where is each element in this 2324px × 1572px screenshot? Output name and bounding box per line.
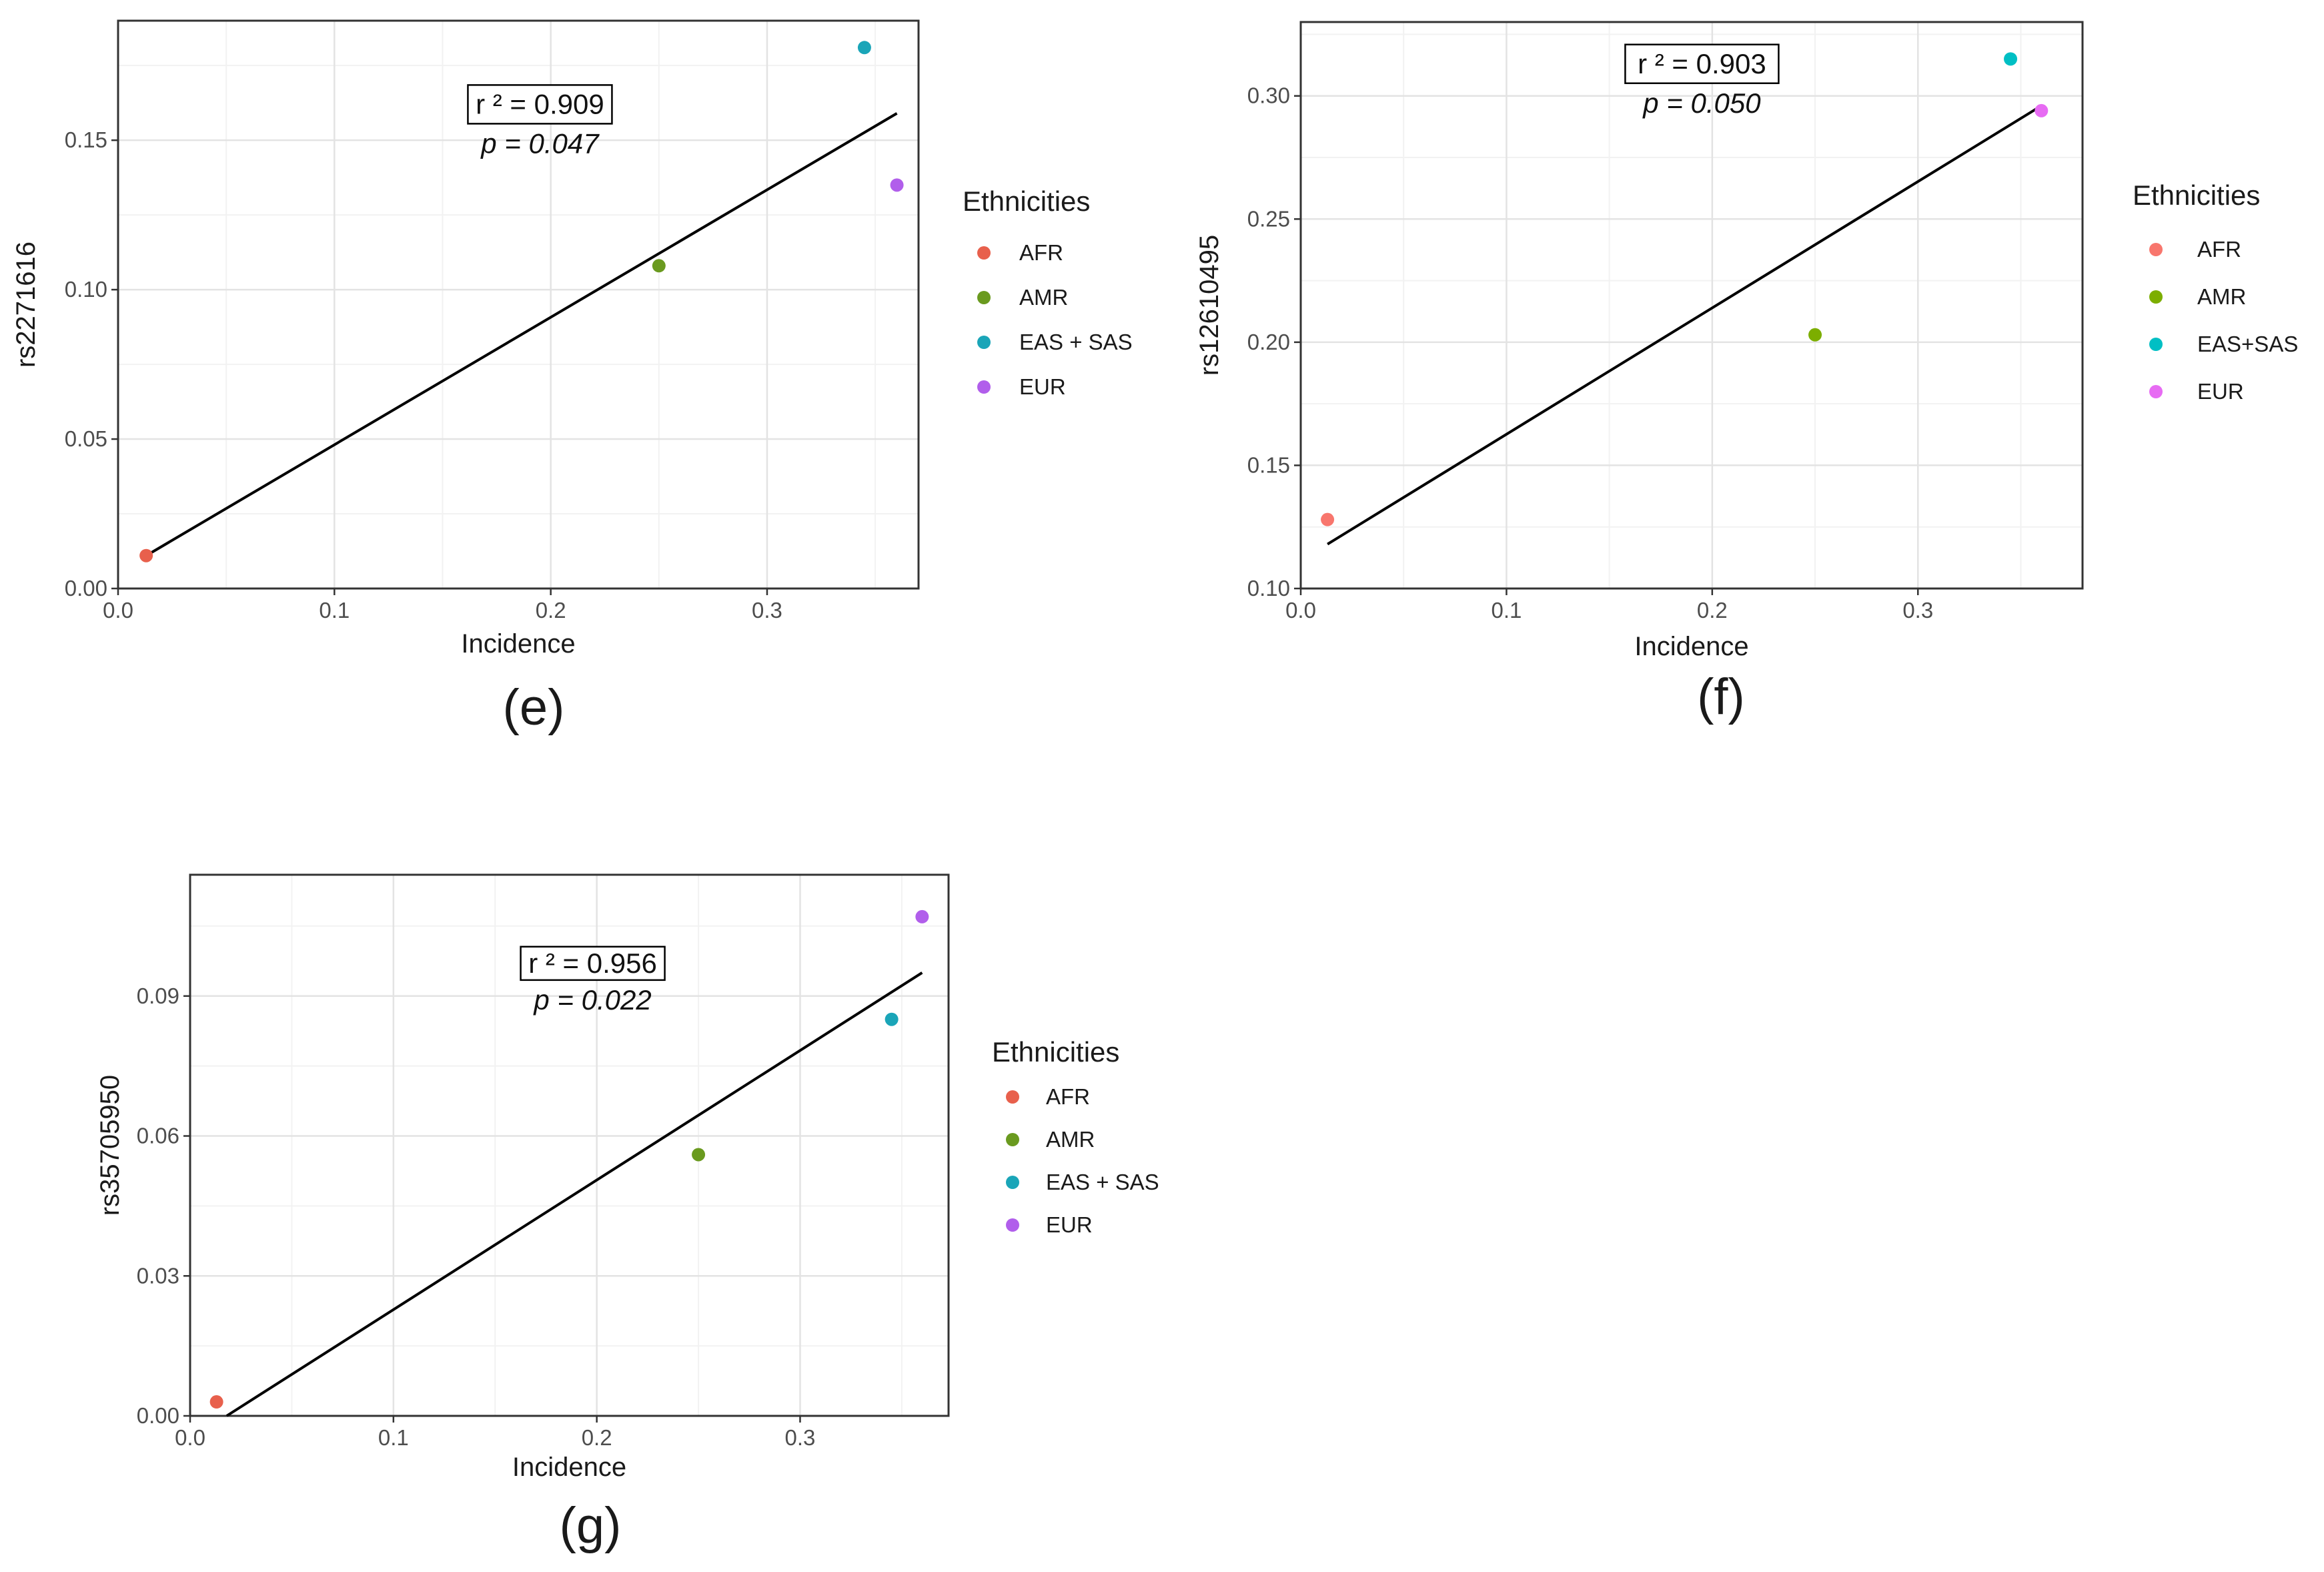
chart-e: 0.0 0.1 0.2 0.3 0.00 0.05 0.10 0.15 Incidence rs2… [11,19,1133,736]
data-point-eur [890,178,904,192]
legend-key [2149,385,2163,398]
legend-key [977,291,991,304]
legend: Ethnicities AFR AMR EAS+SAS EUR [2133,179,2298,404]
plot-border [117,19,920,590]
chart-f: 0.0 0.1 0.2 0.3 0.10 0.15 0.20 0.25 0.30 Incidenc… [1195,21,2298,725]
data-point-eas-sas [857,41,871,55]
plot-border [1299,21,2084,590]
x-tick-label: 0.2 [1697,598,1728,623]
r-squared-label: r ² = 0.956 [528,947,657,979]
x-tick-label: 0.2 [582,1425,612,1450]
y-tick-label: 0.03 [137,1263,179,1288]
y-tick-label: 0.06 [137,1124,179,1148]
y-tick-label: 0.10 [65,277,107,302]
legend-title: Ethnicities [2133,179,2260,211]
r-squared-label: r ² = 0.909 [476,88,604,119]
data-point-afr [139,548,153,562]
legend-key [2149,290,2163,304]
data-point-eur [915,909,929,923]
y-axis-title: rs35705950 [95,1075,125,1216]
y-tick-label: 0.15 [65,127,107,152]
legend-label: EUR [1046,1212,1093,1237]
panel-label: (g) [560,1497,622,1554]
data-point-amr [652,259,666,273]
r-squared-box [520,945,666,981]
data-point-afr [1321,512,1335,526]
chart-g: 0.0 0.1 0.2 0.3 0.00 0.03 0.06 0.09 Incidence rs3… [95,873,1159,1554]
x-axis-title: Incidence [461,629,575,659]
legend-label: AFR [2197,237,2241,262]
legend-key [1006,1176,1019,1189]
r-squared-label: r ² = 0.903 [1638,48,1766,79]
y-tick-label: 0.00 [137,1403,179,1428]
y-tick-label: 0.20 [1247,330,1290,354]
y-tick-label: 0.15 [1247,452,1290,477]
r-squared-box [1624,43,1780,85]
x-tick-label: 0.1 [378,1425,409,1450]
legend-key [1006,1218,1019,1232]
x-tick-label: 0.3 [752,598,782,623]
legend: Ethnicities AFR AMR EAS + SAS EUR [992,1036,1159,1237]
x-tick-label: 0.1 [1491,598,1522,623]
legend-label: AFR [1019,240,1063,265]
legend-key [977,246,991,260]
legend-label: AMR [2197,284,2246,309]
x-tick-label: 0.0 [103,598,133,623]
y-tick-label: 0.30 [1247,83,1290,108]
x-tick-label: 0.2 [536,598,566,623]
data-point-eas-sas [2004,52,2018,66]
data-point-eas-sas [885,1012,899,1026]
p-value-label: p = 0.050 [1642,87,1761,119]
y-tick-label: 0.25 [1247,206,1290,231]
regression-line [1327,104,2043,546]
legend-key [977,336,991,349]
x-tick-label: 0.0 [1285,598,1316,623]
x-tick-label: 0.3 [1902,598,1933,623]
y-tick-label: 0.09 [137,984,179,1008]
legend-label: EAS + SAS [1019,330,1133,354]
legend-key [2149,243,2163,256]
regression-line [145,112,898,557]
y-axis-title: rs12610495 [1195,235,1224,376]
p-value-label: p = 0.047 [480,127,600,159]
data-point-afr [209,1395,223,1409]
y-tick-label: 0.10 [1247,576,1290,601]
y-tick-label: 0.00 [65,576,107,601]
legend-label: EAS+SAS [2197,332,2298,356]
legend: Ethnicities AFR AMR EAS + SAS EUR [963,185,1133,399]
legend-key [1006,1090,1019,1104]
legend-label: EUR [1019,374,1066,399]
x-tick-label: 0.0 [175,1425,205,1450]
p-value-label: p = 0.022 [532,984,651,1016]
x-tick-label: 0.1 [319,598,350,623]
y-tick-label: 0.05 [65,426,107,451]
legend-key [2149,338,2163,351]
regression-line [225,971,923,1417]
legend-title: Ethnicities [963,185,1090,217]
legend-label: AFR [1046,1084,1090,1109]
x-axis-title: Incidence [512,1453,626,1482]
panel-label: (e) [503,679,565,736]
data-point-eur [2035,103,2049,117]
data-point-amr [692,1148,706,1162]
y-axis-title: rs2271616 [11,242,41,368]
legend-key [977,380,991,394]
legend-label: AMR [1046,1127,1095,1152]
plot-border [189,873,950,1417]
x-axis-title: Incidence [1634,632,1748,661]
data-point-amr [1808,328,1822,342]
legend-label: EUR [2197,379,2244,404]
plot-background [1301,22,2083,588]
x-tick-label: 0.3 [785,1425,816,1450]
legend-label: EAS + SAS [1046,1170,1159,1194]
legend-title: Ethnicities [992,1036,1119,1068]
r-squared-box [467,84,613,125]
legend-label: AMR [1019,285,1068,310]
legend-key [1006,1133,1019,1146]
panel-label: (f) [1697,669,1745,725]
